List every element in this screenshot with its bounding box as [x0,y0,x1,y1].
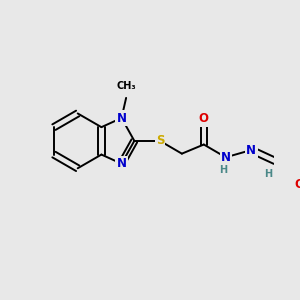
Text: O: O [295,178,300,191]
Text: N: N [246,143,256,157]
Text: N: N [116,157,127,170]
Text: N: N [116,112,127,124]
Text: O: O [199,112,209,125]
Text: N: N [221,151,231,164]
Text: CH₃: CH₃ [116,81,136,91]
Text: H: H [219,165,227,175]
Text: H: H [264,169,272,179]
Text: S: S [156,134,164,147]
